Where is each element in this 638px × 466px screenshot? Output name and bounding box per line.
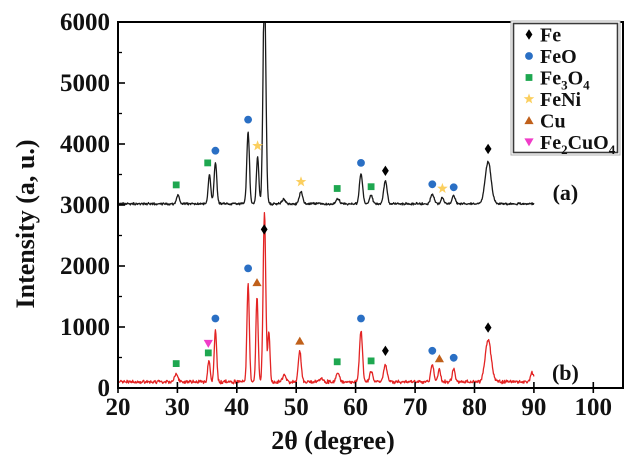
legend-item-FeNi: FeNi — [523, 89, 582, 111]
peak-marker-Fe-icon — [260, 224, 268, 235]
peak-marker-Fe2CuO4-icon — [203, 339, 213, 348]
series-annotation: (b) — [552, 360, 579, 385]
peak-marker-FeO-icon — [449, 353, 458, 362]
legend-marker-star-icon — [523, 93, 535, 104]
legend-frame — [512, 22, 619, 154]
peak-marker-Fe3O4-icon — [204, 349, 212, 357]
x-tick-label: 60 — [343, 394, 368, 421]
peak-marker-Fe-icon — [382, 165, 389, 176]
peak-marker-FeO-icon — [211, 314, 220, 323]
peak-marker-FeO-icon — [357, 159, 365, 167]
legend-label: Fe — [540, 25, 561, 47]
peak-marker-FeO-icon — [357, 314, 365, 323]
x-tick-label: 100 — [575, 394, 613, 421]
trace-b — [118, 212, 535, 385]
peak-marker-Fe3O4-icon — [172, 181, 180, 189]
peak-marker-Fe3O4-icon — [204, 159, 212, 167]
peak-marker-FeO-icon — [428, 180, 437, 189]
legend-marker-triangle-down-icon — [524, 138, 534, 147]
peak-marker-Fe3O4-icon — [172, 360, 180, 367]
legend-label: Fe2CuO4 — [540, 132, 616, 157]
legend-item-Fe: Fe — [525, 25, 561, 47]
peak-marker-Cu-icon — [252, 278, 262, 287]
trace-a — [118, 22, 535, 206]
series-annotation: (a) — [553, 180, 579, 205]
y-tick-label: 4000 — [60, 131, 110, 158]
peak-marker-FeO-icon — [244, 115, 253, 124]
peak-marker-FeO-icon — [428, 346, 437, 355]
x-axis-label: 2θ (degree) — [271, 426, 395, 455]
peak-marker-Fe-icon — [484, 143, 492, 155]
legend-label: FeNi — [540, 89, 582, 111]
x-tick-label: 40 — [224, 394, 249, 421]
peak-marker-Fe-icon — [382, 345, 389, 356]
legend-label: Cu — [540, 111, 566, 133]
y-tick-label: 5000 — [60, 70, 110, 97]
legend-item-Fe2CuO4: Fe2CuO4 — [524, 132, 616, 157]
x-tick-label: 90 — [521, 394, 546, 421]
y-tick-label: 1000 — [60, 314, 110, 341]
peak-marker-Cu-icon — [295, 336, 305, 345]
legend-item-FeO: FeO — [525, 46, 577, 68]
peak-marker-FeO-icon — [244, 264, 253, 273]
x-tick-label: 80 — [462, 394, 487, 421]
legend-marker-circle-icon — [525, 52, 533, 60]
peak-marker-FeO-icon — [211, 146, 220, 155]
y-axis-label: Intensity (a, u.) — [11, 139, 40, 308]
legend-marker-square-icon — [525, 74, 533, 81]
legend-marker-diamond-icon — [525, 29, 533, 40]
peak-marker-Fe3O4-icon — [367, 183, 375, 191]
legend-label: FeO — [540, 46, 577, 68]
peak-marker-FeNi-icon — [437, 182, 448, 194]
peak-marker-FeNi-icon — [295, 176, 307, 187]
legend-marker-triangle-up-icon — [524, 116, 534, 125]
x-tick-label: 50 — [284, 394, 309, 421]
peak-marker-Fe3O4-icon — [333, 358, 341, 366]
x-tick-label: 20 — [106, 394, 131, 421]
y-tick-label: 6000 — [60, 9, 110, 36]
y-tick-label: 2000 — [60, 253, 110, 280]
x-tick-label: 70 — [403, 394, 428, 421]
peak-marker-FeNi-icon — [252, 140, 263, 151]
legend-label: Fe3O4 — [540, 68, 590, 93]
legend-item-Fe3O4: Fe3O4 — [525, 68, 590, 93]
y-tick-label: 0 — [98, 375, 111, 402]
peak-marker-FeO-icon — [449, 183, 458, 192]
peak-marker-Fe3O4-icon — [333, 185, 341, 192]
peak-marker-Fe-icon — [484, 322, 492, 333]
y-tick-label: 3000 — [60, 192, 110, 219]
legend-item-Cu: Cu — [524, 111, 566, 133]
peak-marker-Fe3O4-icon — [367, 357, 375, 365]
x-tick-label: 30 — [165, 394, 190, 421]
peak-marker-Cu-icon — [434, 354, 444, 363]
